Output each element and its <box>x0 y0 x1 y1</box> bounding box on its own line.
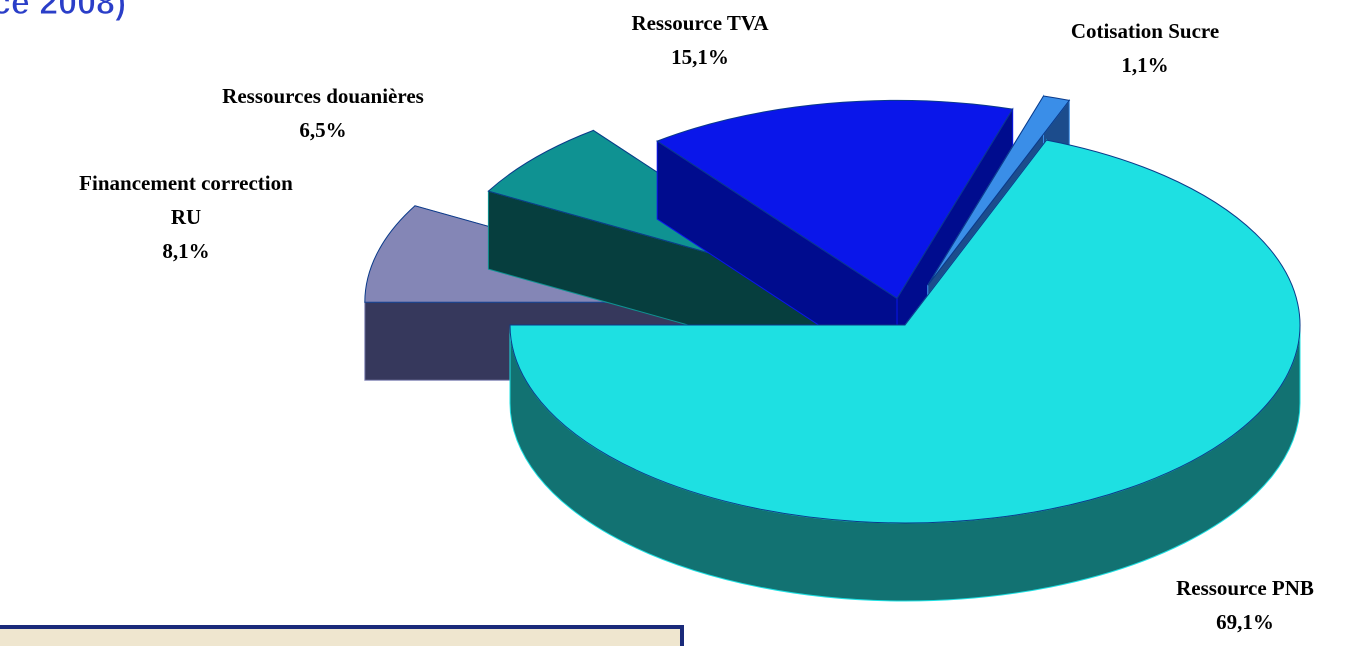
value-label: 8,1% <box>162 239 209 263</box>
slice-label: Financement correction <box>79 171 293 195</box>
slice <box>927 95 1071 286</box>
pie <box>364 94 1301 602</box>
slice-label: Ressources douanières <box>222 84 424 108</box>
slice-label: Cotisation Sucre <box>1071 19 1219 43</box>
text-box <box>0 625 684 651</box>
value-label: 15,1% <box>671 45 729 69</box>
slice-label: Ressource TVA <box>631 11 769 35</box>
chart-title: ce 2008) <box>0 0 126 22</box>
value-label: 1,1% <box>1121 53 1168 77</box>
slice-label: RU <box>171 205 201 229</box>
value-label: 6,5% <box>299 118 346 142</box>
slice <box>509 139 1301 524</box>
slice-label: Ressource PNB <box>1176 576 1314 600</box>
slice <box>656 99 1014 300</box>
labels: Ressource PNB 69,1% Cotisation Sucre 1,1% Re… <box>79 11 1314 634</box>
value-label: 69,1% <box>1216 610 1274 634</box>
